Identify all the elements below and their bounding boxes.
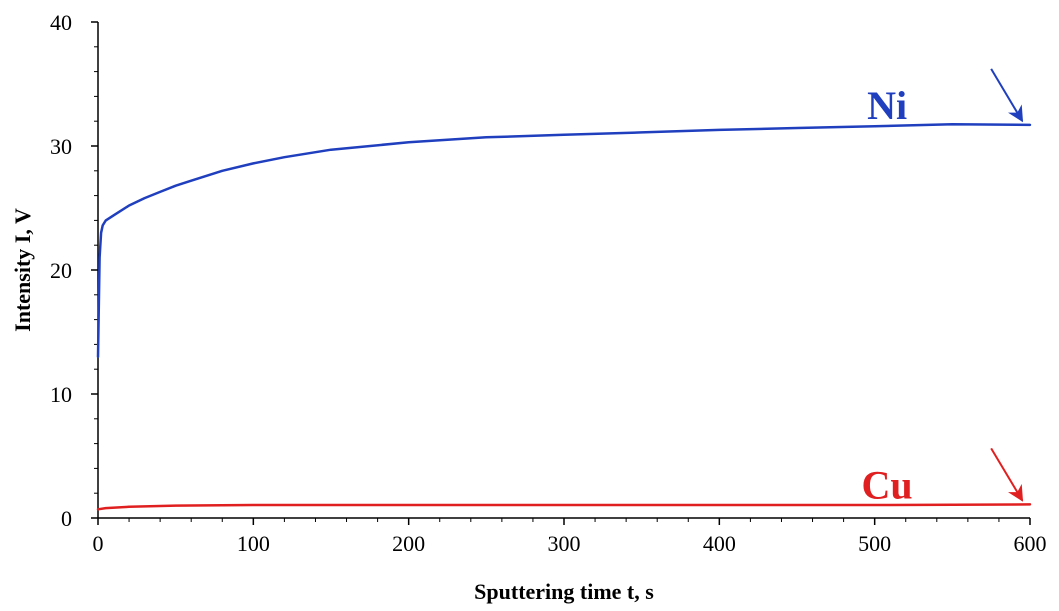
x-tick-label: 600 bbox=[1014, 531, 1047, 556]
arrow-ni bbox=[990, 68, 1024, 123]
series-line-cu bbox=[96, 503, 1032, 511]
series-label-cu: Cu bbox=[862, 462, 913, 507]
y-axis-title: Intensity I, V bbox=[10, 208, 35, 332]
x-tick-label: 400 bbox=[703, 531, 736, 556]
x-tick-label: 100 bbox=[237, 531, 270, 556]
x-tick-label: 300 bbox=[548, 531, 581, 556]
arrow-cu bbox=[990, 447, 1024, 502]
y-tick-label: 0 bbox=[61, 506, 72, 531]
y-tick-label: 20 bbox=[50, 258, 72, 283]
x-tick-label: 500 bbox=[858, 531, 891, 556]
y-axis-ticks: 0 10 20 30 40 bbox=[50, 10, 98, 531]
series-label-ni: Ni bbox=[867, 83, 907, 128]
x-axis-ticks: 0 100 200 300 400 500 600 bbox=[93, 518, 1047, 556]
annotation-layer: Ni Cu bbox=[862, 68, 1024, 507]
y-tick-label: 40 bbox=[50, 10, 72, 35]
x-axis-title: Sputtering time t, s bbox=[474, 579, 654, 604]
y-tick-label: 30 bbox=[50, 134, 72, 159]
x-tick-label: 0 bbox=[93, 531, 104, 556]
x-tick-label: 200 bbox=[392, 531, 425, 556]
series-layer bbox=[96, 123, 1032, 511]
y-tick-label: 10 bbox=[50, 382, 72, 407]
series-line-ni bbox=[96, 123, 1032, 359]
